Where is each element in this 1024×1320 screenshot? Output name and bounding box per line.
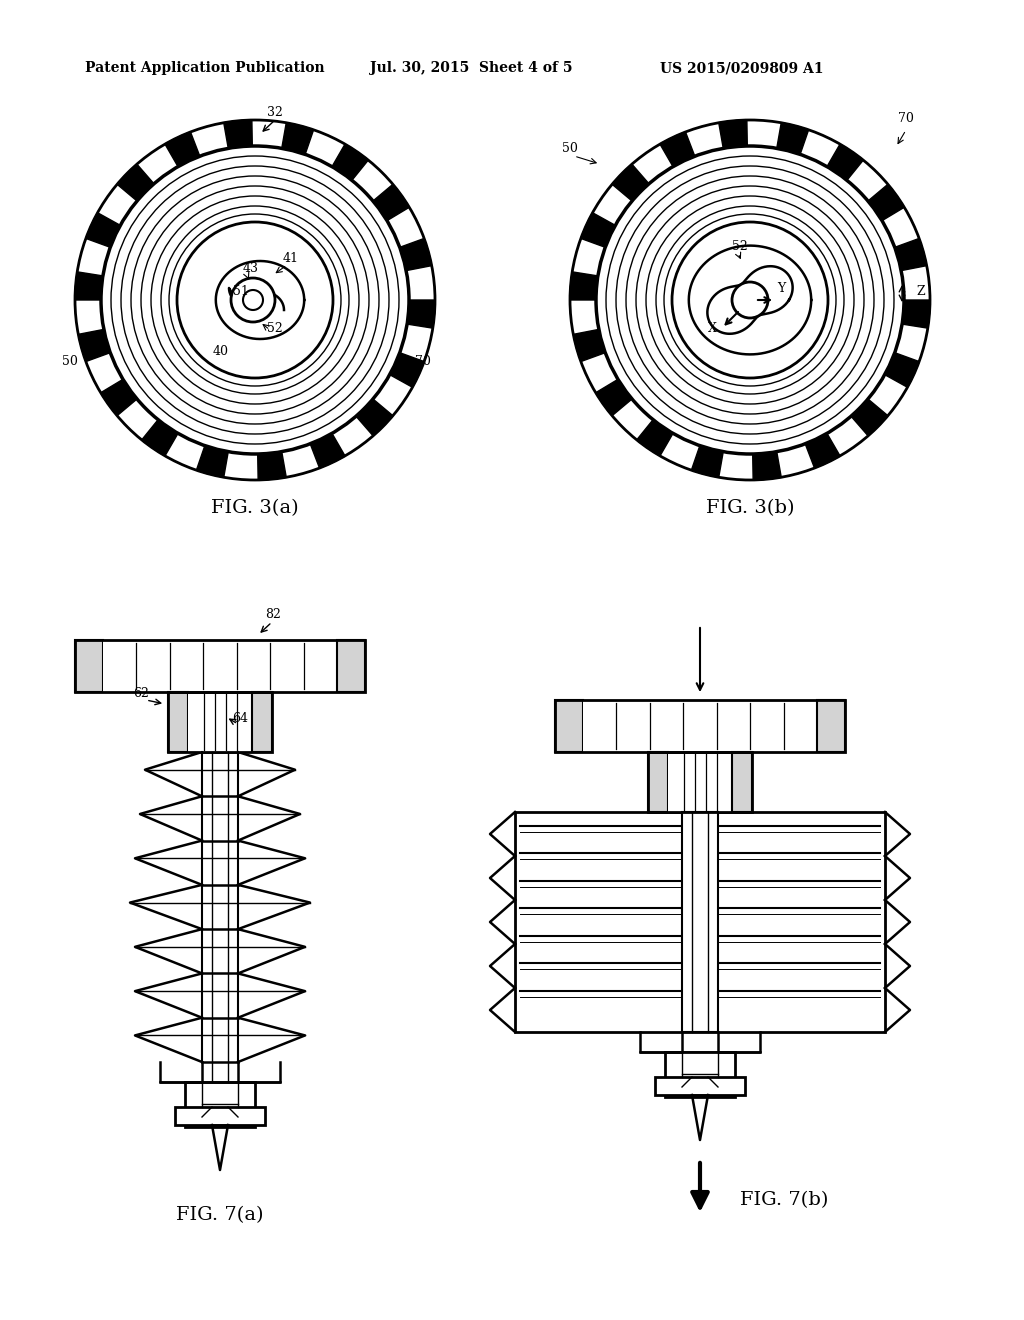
Circle shape xyxy=(72,117,438,483)
Polygon shape xyxy=(885,352,920,387)
Text: 41: 41 xyxy=(283,252,299,265)
Polygon shape xyxy=(356,399,393,436)
Polygon shape xyxy=(258,451,287,480)
Text: 50: 50 xyxy=(562,143,578,154)
Circle shape xyxy=(567,117,933,483)
Text: 40: 40 xyxy=(213,345,229,358)
Text: Z: Z xyxy=(916,285,925,298)
Bar xyxy=(732,752,752,812)
Text: US 2015/0209809 A1: US 2015/0209809 A1 xyxy=(660,61,823,75)
Bar xyxy=(665,1052,735,1097)
Polygon shape xyxy=(596,379,632,416)
Polygon shape xyxy=(223,120,252,148)
Bar xyxy=(75,640,365,692)
Bar xyxy=(555,700,845,752)
Text: 62: 62 xyxy=(133,686,148,700)
Text: Patent Application Publication: Patent Application Publication xyxy=(85,61,325,75)
Bar xyxy=(668,752,732,812)
Polygon shape xyxy=(573,330,605,362)
Circle shape xyxy=(231,279,275,322)
Polygon shape xyxy=(117,164,154,201)
Polygon shape xyxy=(141,420,178,455)
Polygon shape xyxy=(399,239,432,271)
Polygon shape xyxy=(612,164,649,201)
Text: 64: 64 xyxy=(232,711,248,725)
Polygon shape xyxy=(689,246,811,354)
Polygon shape xyxy=(902,300,930,329)
Text: FIG. 3(b): FIG. 3(b) xyxy=(706,499,795,517)
Text: 51: 51 xyxy=(233,285,249,298)
Text: 70: 70 xyxy=(898,112,913,125)
Bar xyxy=(188,692,252,752)
Polygon shape xyxy=(197,446,228,478)
Circle shape xyxy=(177,222,333,378)
Polygon shape xyxy=(216,261,304,339)
Polygon shape xyxy=(868,185,904,220)
Bar xyxy=(583,700,817,752)
Bar xyxy=(515,812,885,1032)
Circle shape xyxy=(243,290,263,310)
Polygon shape xyxy=(408,300,435,329)
Text: 50: 50 xyxy=(62,355,78,368)
Circle shape xyxy=(732,282,768,318)
Text: 32: 32 xyxy=(267,106,283,119)
Bar xyxy=(252,692,272,752)
Text: Jul. 30, 2015  Sheet 4 of 5: Jul. 30, 2015 Sheet 4 of 5 xyxy=(370,61,572,75)
Text: Y: Y xyxy=(777,282,785,294)
Polygon shape xyxy=(660,132,695,166)
Text: 43: 43 xyxy=(243,261,259,275)
Bar xyxy=(75,640,103,692)
Bar xyxy=(185,1082,255,1127)
Text: 52: 52 xyxy=(732,240,748,253)
Polygon shape xyxy=(310,433,345,469)
Polygon shape xyxy=(777,123,809,154)
Bar xyxy=(648,752,752,812)
Bar xyxy=(175,1107,265,1125)
Polygon shape xyxy=(570,272,598,300)
Text: 82: 82 xyxy=(265,609,281,620)
Polygon shape xyxy=(373,185,410,220)
Polygon shape xyxy=(719,120,748,148)
Polygon shape xyxy=(805,433,840,469)
Bar xyxy=(817,700,845,752)
Text: X: X xyxy=(708,322,717,335)
Text: FIG. 7(a): FIG. 7(a) xyxy=(176,1206,264,1224)
Polygon shape xyxy=(75,272,102,300)
Circle shape xyxy=(672,222,828,378)
Bar xyxy=(655,1077,745,1096)
Polygon shape xyxy=(229,288,284,310)
Polygon shape xyxy=(390,352,424,387)
Text: 52: 52 xyxy=(267,322,283,335)
Polygon shape xyxy=(895,239,927,271)
Text: FIG. 7(b): FIG. 7(b) xyxy=(740,1191,828,1209)
Polygon shape xyxy=(86,213,120,247)
Bar xyxy=(103,640,337,692)
Bar xyxy=(337,640,365,692)
Polygon shape xyxy=(637,420,673,455)
Polygon shape xyxy=(282,123,313,154)
Text: 70: 70 xyxy=(415,355,431,368)
Bar xyxy=(555,700,583,752)
Polygon shape xyxy=(691,446,723,478)
Bar xyxy=(168,692,272,752)
Polygon shape xyxy=(78,330,111,362)
Polygon shape xyxy=(708,267,793,334)
Bar xyxy=(648,752,668,812)
Polygon shape xyxy=(851,399,888,436)
Bar xyxy=(682,812,718,1032)
Polygon shape xyxy=(100,379,137,416)
Polygon shape xyxy=(581,213,615,247)
Text: FIG. 3(a): FIG. 3(a) xyxy=(211,499,299,517)
Polygon shape xyxy=(165,132,200,166)
Polygon shape xyxy=(753,451,781,480)
Bar xyxy=(168,692,188,752)
Polygon shape xyxy=(332,144,369,181)
Polygon shape xyxy=(827,144,863,181)
